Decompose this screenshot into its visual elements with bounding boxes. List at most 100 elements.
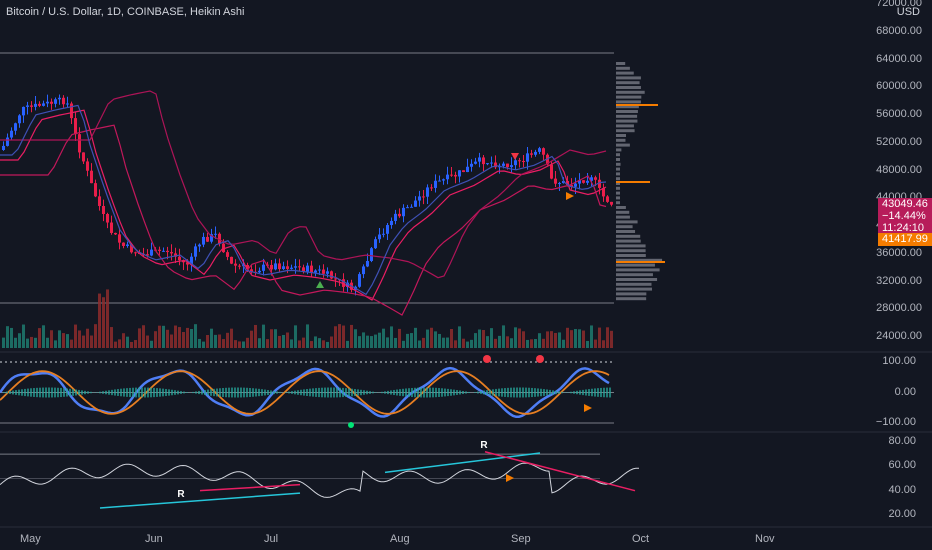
candle-body [538,148,541,152]
osc-histogram-bar [135,387,137,398]
osc-histogram-bar [69,388,71,397]
osc-histogram-bar [15,390,17,395]
candle-body [434,180,437,188]
osc-histogram-bar [30,388,32,397]
volume-bar [474,333,477,348]
volume-bar [102,297,105,348]
volume-bar [2,337,5,348]
osc-histogram-bar [21,389,23,396]
currency-label[interactable]: USD [896,6,920,18]
candle-body [570,185,573,187]
candle-body [106,214,109,223]
volume-bar [390,326,393,348]
volume-bar [550,331,553,348]
candle-body [34,103,37,107]
buy-signal-icon [316,281,324,288]
volume-bar [6,326,9,348]
candle-body [86,161,89,171]
osc-histogram-bar [492,389,494,396]
candle-body [218,233,221,244]
volume-bar [114,341,117,348]
candle-body [282,266,285,270]
volume-bar [126,336,129,348]
osc-histogram-bar [75,389,77,396]
osc-histogram-bar [528,387,530,398]
time-axis-label: Oct [632,533,650,545]
candle-body [102,205,105,215]
volume-bar [258,338,261,348]
candle-body [118,234,121,243]
osc-sell-dot [536,355,544,363]
osc-histogram-bar [522,387,524,398]
candle-body [470,163,473,167]
volume-bar [298,340,301,348]
candle-body [546,154,549,165]
osc-histogram-bar [558,391,560,394]
volume-bar [462,338,465,348]
volume-profile-bar [616,110,638,113]
volume-profile-bar [616,172,620,176]
volume-bar [218,334,221,348]
volume-bar [522,331,525,348]
volume-bar [54,340,57,348]
candle-body [174,253,177,257]
volume-bar [534,339,537,348]
candle-body [610,201,613,205]
candle-body [170,252,173,254]
osc-histogram-bar [18,389,20,396]
volume-profile-bar [616,148,622,152]
volume-profile-bar [616,134,627,137]
candle-body [510,165,513,168]
osc-sell-dot [483,355,491,363]
candle-body [526,153,529,162]
moving-average-line [0,90,607,279]
volume-profile-bar [616,258,663,262]
osc-histogram-bar [153,387,155,398]
rsi-scale-label: 40.00 [888,483,916,496]
volume-bar [470,339,473,348]
volume-bar [122,333,125,348]
osc-histogram-bar [51,387,53,398]
osc-histogram-bar [570,391,572,394]
candle-body [518,160,521,162]
candle-body [606,196,609,202]
osc-histogram-bar [276,391,278,394]
candle-body [226,252,229,257]
arrow-right-icon [566,192,574,200]
osc-histogram-bar [63,388,65,397]
volume-bar [274,329,277,348]
volume-bar [422,337,425,348]
volume-bar [574,329,577,348]
osc-histogram-bar [408,388,410,397]
candle-body [190,256,193,265]
candle-body [290,267,293,269]
osc-histogram-bar [120,388,122,397]
osc-histogram-bar [420,387,422,398]
candle-body [450,174,453,176]
volume-profile-bar [616,182,620,185]
osc-histogram-bar [597,388,599,397]
price-scale-label: 24000.00 [876,330,922,342]
volume-profile-bar [616,100,641,104]
osc-histogram-bar [555,390,557,395]
candle-body [442,179,445,181]
osc-histogram-bar [237,387,239,398]
volume-bar [450,328,453,348]
candle-body [298,266,301,268]
volume-bar [262,324,265,348]
symbol-title[interactable]: Bitcoin / U.S. Dollar, 1D, COINBASE, Hei… [6,6,245,18]
volume-bar [242,341,245,348]
volume-bar [606,327,609,348]
osc-histogram-bar [396,389,398,396]
osc-histogram-bar [333,387,335,398]
candle-body [54,99,57,104]
osc-histogram-bar [489,389,491,396]
osc-histogram-bar [267,389,269,396]
osc-histogram-bar [369,391,371,394]
volume-profile-bar [616,254,646,257]
osc-histogram-bar [549,389,551,396]
volume-bar [194,324,197,348]
volume-bar [26,338,29,348]
osc-histogram-bar [537,388,539,397]
